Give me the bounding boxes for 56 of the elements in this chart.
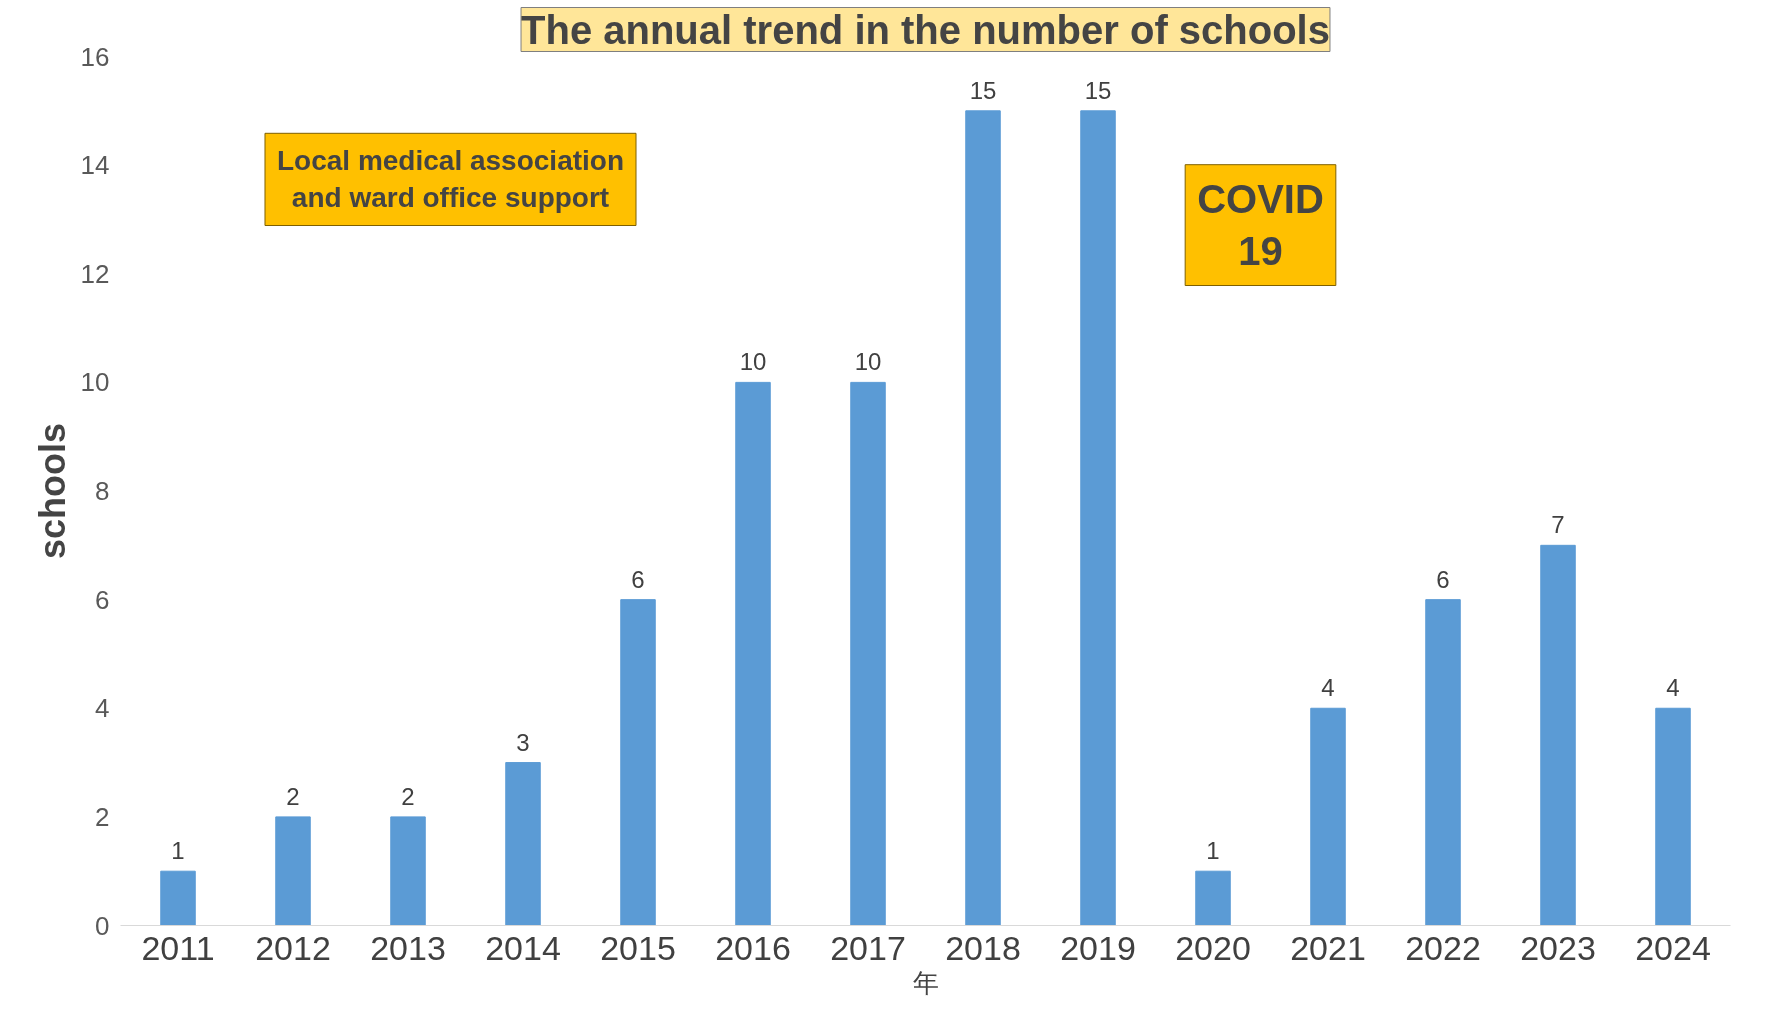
bar <box>1655 707 1691 926</box>
data-label: 4 <box>1321 674 1335 702</box>
bar <box>620 599 656 926</box>
data-label: 7 <box>1551 511 1565 539</box>
bar <box>1310 707 1346 926</box>
data-label: 15 <box>969 76 997 104</box>
x-tick-label: 2013 <box>370 928 446 967</box>
x-tick-label: 2012 <box>255 928 331 967</box>
annotation: Local medical association and ward office support <box>276 145 625 214</box>
chart-title: The annual trend in the number of schools <box>521 7 1330 52</box>
x-tick-label: 2020 <box>1175 928 1251 967</box>
x-tick-label: 2021 <box>1290 928 1366 967</box>
x-tick-label: 2014 <box>485 928 561 967</box>
bar <box>850 381 886 926</box>
y-tick-label: 10 <box>80 367 110 398</box>
x-tick-label: 2018 <box>945 928 1021 967</box>
y-tick-label: 6 <box>95 584 110 615</box>
data-label: 4 <box>1666 674 1680 702</box>
data-label: 1 <box>1206 837 1220 865</box>
y-tick-label: 12 <box>80 258 110 289</box>
bar <box>1540 544 1576 926</box>
data-label: 10 <box>854 348 882 376</box>
y-tick-label: 2 <box>95 801 110 832</box>
bar <box>735 381 771 926</box>
y-tick-label: 4 <box>95 693 110 724</box>
x-tick-label: 2015 <box>600 928 676 967</box>
data-label: 3 <box>516 728 530 756</box>
bar <box>965 110 1001 926</box>
bar <box>1080 110 1116 926</box>
annotation: COVID 19 <box>1197 176 1324 274</box>
x-tick-label: 2023 <box>1520 928 1596 967</box>
bar <box>1425 599 1461 926</box>
x-tick-label: 2024 <box>1635 928 1711 967</box>
data-label: 6 <box>1436 565 1450 593</box>
data-label: 6 <box>631 565 645 593</box>
y-tick-label: 16 <box>80 41 110 72</box>
y-tick-label: 0 <box>95 910 110 941</box>
y-tick-label: 14 <box>80 150 110 181</box>
x-tick-label: 2016 <box>715 928 791 967</box>
x-tick-label: 2011 <box>141 928 215 967</box>
y-axis-title: schools <box>31 422 73 560</box>
bar <box>275 816 311 926</box>
data-label: 2 <box>401 782 415 810</box>
x-tick-label: 2022 <box>1405 928 1481 967</box>
bar <box>1195 870 1231 926</box>
bar <box>505 762 541 926</box>
bar <box>160 870 196 926</box>
data-label: 10 <box>739 348 767 376</box>
x-tick-label: 2019 <box>1060 928 1136 967</box>
data-label: 2 <box>286 782 300 810</box>
x-tick-label: 2017 <box>830 928 906 967</box>
data-label: 15 <box>1084 76 1112 104</box>
y-tick-label: 8 <box>95 476 110 506</box>
bar <box>390 816 426 926</box>
data-label: 1 <box>171 837 185 865</box>
x-axis-title: 年 <box>912 967 939 998</box>
